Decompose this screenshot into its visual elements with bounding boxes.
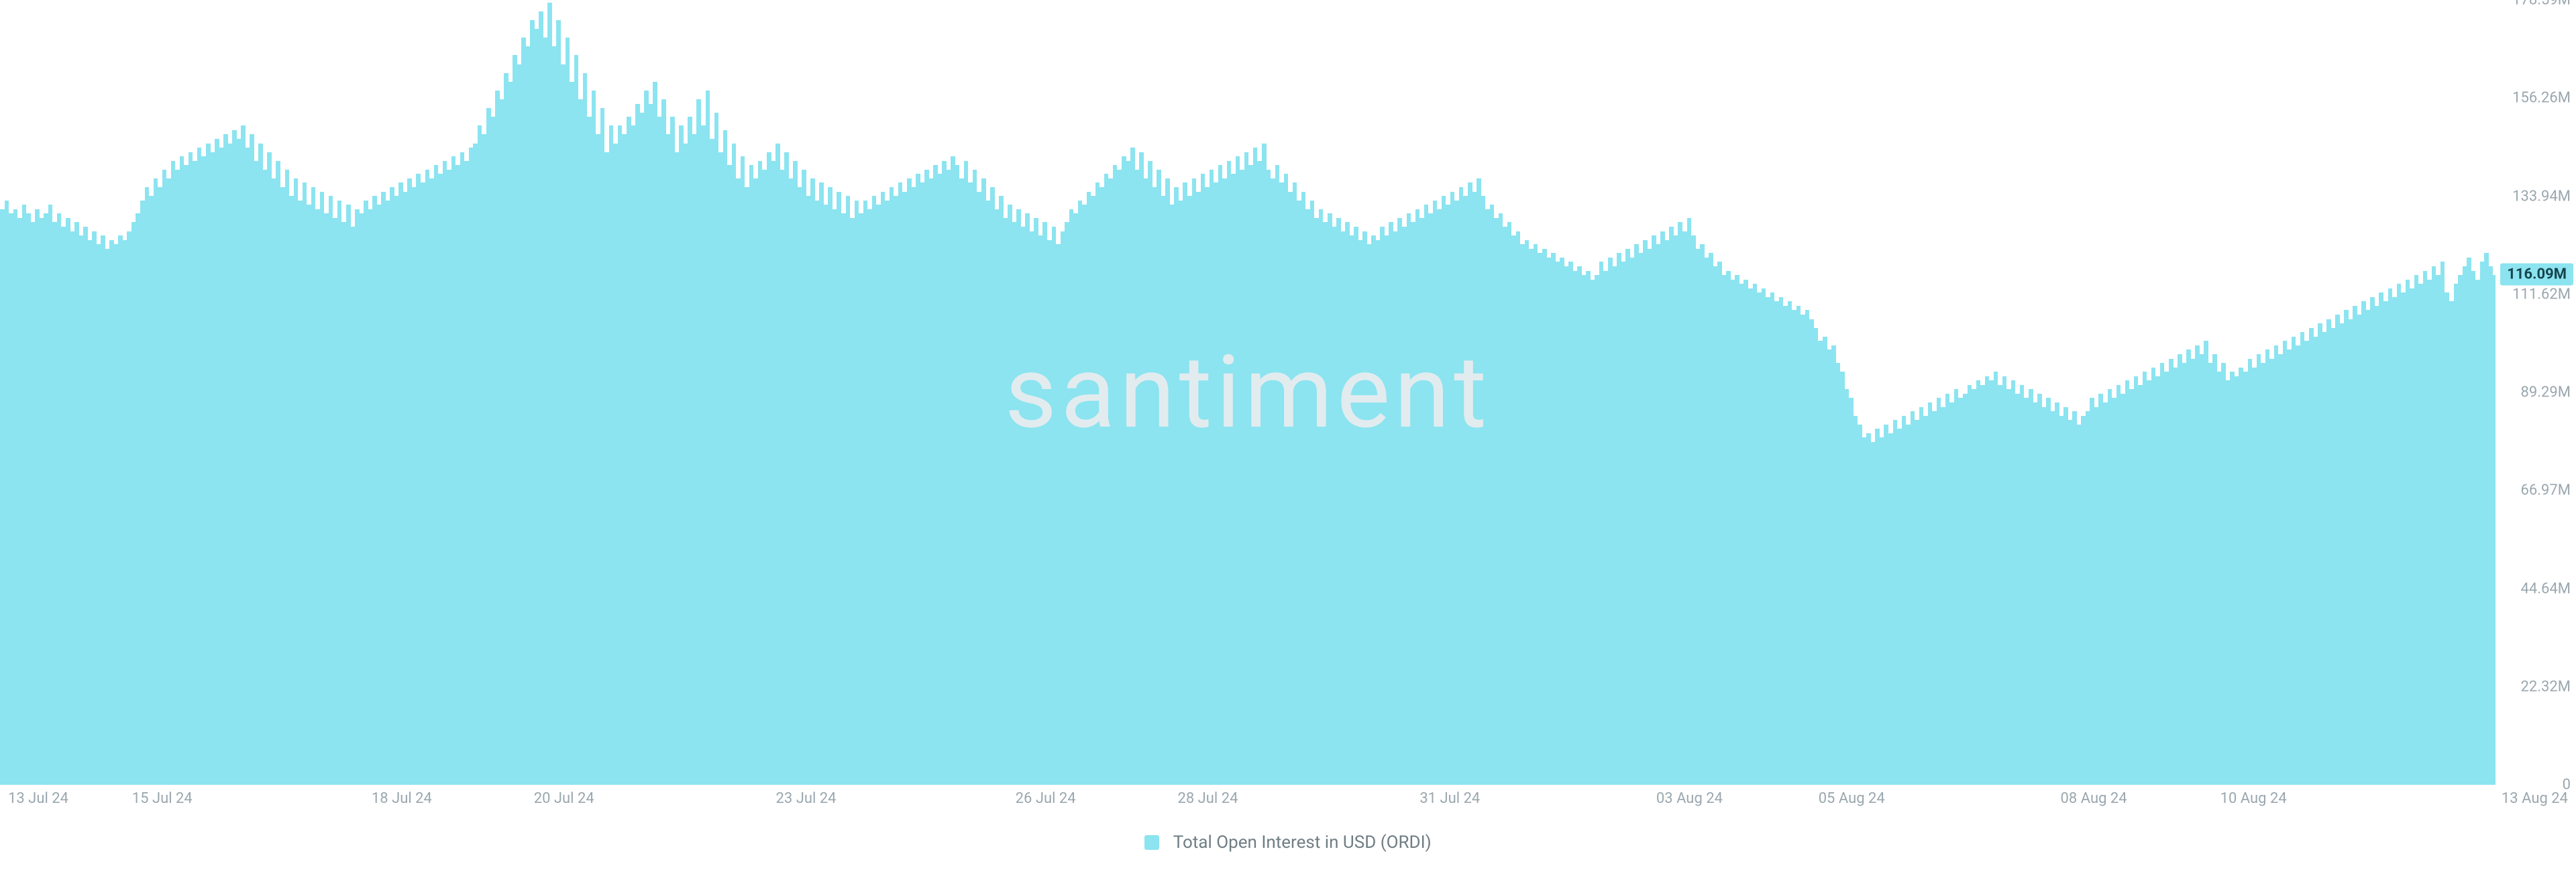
legend-swatch	[1144, 835, 1159, 850]
x-tick: 20 Jul 24	[534, 790, 594, 807]
y-tick: 156.26M	[2512, 90, 2571, 107]
x-axis: 13 Jul 24 15 Jul 24 18 Jul 24 20 Jul 24 23 J…	[0, 790, 2576, 817]
bar	[2493, 275, 2496, 785]
plot-area[interactable]: santiment	[0, 0, 2496, 785]
y-tick: 89.29M	[2521, 384, 2571, 401]
x-tick: 23 Jul 24	[776, 790, 837, 807]
y-tick: 178.59M	[2512, 0, 2571, 9]
x-tick: 13 Jul 24	[8, 790, 68, 807]
x-tick: 28 Jul 24	[1177, 790, 1238, 807]
y-axis: 178.59M 156.26M 133.94M 111.62M 89.29M 66.97M…	[2497, 0, 2576, 785]
legend: Total Open Interest in USD (ORDI)	[0, 832, 2576, 853]
current-value-badge: 116.09M	[2500, 264, 2573, 286]
x-tick: 13 Aug 24	[2502, 790, 2568, 807]
x-tick: 05 Aug 24	[1819, 790, 1885, 807]
x-tick: 15 Jul 24	[132, 790, 193, 807]
y-tick: 133.94M	[2512, 188, 2571, 205]
x-tick: 08 Aug 24	[2061, 790, 2127, 807]
x-tick: 03 Aug 24	[1656, 790, 1723, 807]
open-interest-chart: santiment 178.59M 156.26M 133.94M 111.62M 89…	[0, 0, 2576, 872]
bar-series	[0, 0, 2496, 785]
legend-label: Total Open Interest in USD (ORDI)	[1173, 832, 1432, 853]
x-tick: 31 Jul 24	[1419, 790, 1480, 807]
y-tick: 44.64M	[2521, 580, 2571, 597]
x-tick: 26 Jul 24	[1016, 790, 1076, 807]
x-tick: 10 Aug 24	[2220, 790, 2287, 807]
y-tick: 22.32M	[2521, 678, 2571, 695]
y-tick: 66.97M	[2521, 482, 2571, 499]
y-tick: 111.62M	[2512, 286, 2571, 303]
x-tick: 18 Jul 24	[372, 790, 432, 807]
